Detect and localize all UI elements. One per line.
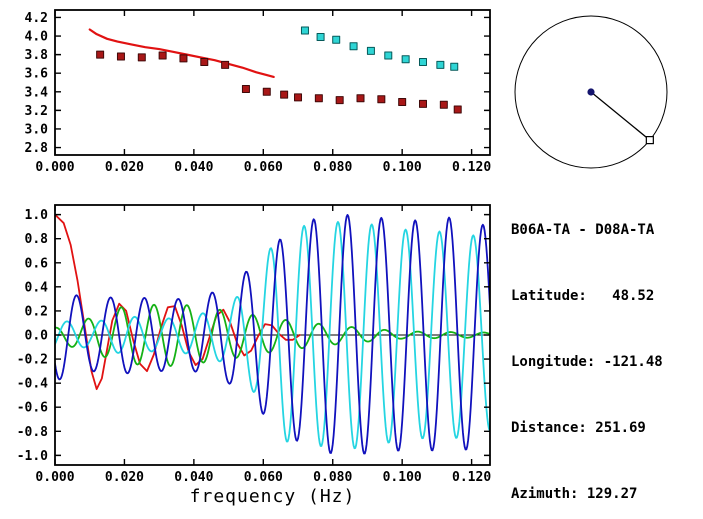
distance-line: Distance: 251.69	[511, 420, 646, 436]
cross-spectrum-chart[interactable]	[0, 193, 500, 493]
azimuth-dial	[514, 15, 668, 169]
station-info-block: B06A-TA - D08A-TA Latitude: 48.52 Longit…	[511, 175, 663, 519]
latitude-line: Latitude: 48.52	[511, 288, 655, 304]
station-pair-title: B06A-TA - D08A-TA	[511, 222, 655, 238]
dispersion-chart[interactable]	[0, 0, 500, 190]
longitude-line: Longitude: -121.48	[511, 354, 663, 370]
azimuth-end-marker	[645, 136, 654, 145]
azimuth-line	[590, 91, 651, 141]
azimuth-circle	[514, 15, 668, 169]
azimuth-center-dot	[587, 88, 595, 96]
azimuth-line-text: Azimuth: 129.27	[511, 486, 638, 502]
frequency-axis-label: frequency (Hz)	[189, 486, 356, 507]
